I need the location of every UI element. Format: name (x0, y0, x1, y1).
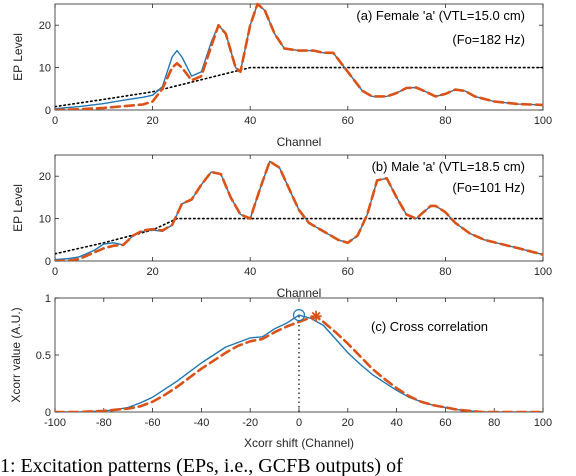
x-tick-label: -40 (193, 417, 209, 429)
x-tick-label: 40 (244, 266, 256, 278)
y-axis-label: Xcorr value (A.U.) (9, 307, 23, 402)
x-tick-label: 100 (534, 266, 552, 278)
x-tick-label: -20 (242, 417, 258, 429)
x-tick-label: 0 (296, 417, 302, 429)
y-tick-label: 10 (39, 63, 51, 75)
panel-b: 0 20 40 60 80 100 0 10 20 Channel EP Level (b) Male… (11, 154, 552, 300)
panel-c: -100 -80 -60 -40 -20 0 20 40 60 80 100 0 0.5 1 Xcorr s… (9, 293, 552, 450)
y-tick-label: 0 (45, 407, 51, 419)
axes-frame (54, 3, 544, 111)
panel-annotation: (c) Cross correlation (371, 319, 488, 334)
series-line-orange-dashed (55, 160, 543, 261)
panel-a: 0 20 40 60 80 100 0 10 20 Channel EP Level (a) Fema… (11, 2, 552, 149)
x-tick-label: 80 (439, 266, 451, 278)
x-tick-label: 40 (390, 417, 402, 429)
y-axis-label: EP Level (11, 33, 25, 81)
panel-annotation: (Fo=182 Hz) (452, 32, 525, 47)
x-tick-label: 60 (342, 266, 354, 278)
y-axis-label: EP Level (11, 184, 25, 232)
y-tick-label: 20 (39, 171, 51, 183)
x-tick-label: 40 (244, 115, 256, 127)
x-tick-label: 80 (439, 115, 451, 127)
asterisk-stroke (311, 311, 321, 321)
x-tick-label: 0 (52, 266, 58, 278)
x-tick-label: 100 (534, 417, 552, 429)
y-tick-label: 0 (45, 105, 51, 117)
x-axis-label: Xcorr shift (Channel) (244, 436, 354, 450)
panel-annotation: (Fo=101 Hz) (452, 180, 525, 195)
series-line-dotted (55, 217, 543, 255)
peak-asterisk-marker (310, 310, 322, 322)
series-line-orange-dashed (55, 2, 543, 110)
x-tick-label: 100 (534, 115, 552, 127)
panel-annotation: (b) Male 'a' (VTL=18.5 cm) (372, 159, 525, 174)
x-tick-label: 20 (146, 115, 158, 127)
x-tick-label: 60 (342, 115, 354, 127)
axes-frame (54, 154, 544, 262)
panel-annotation: (a) Female 'a' (VTL=15.0 cm) (356, 8, 525, 23)
peak-circle-marker (292, 309, 306, 322)
y-tick-label: 10 (39, 214, 51, 226)
x-tick-label: -80 (96, 417, 112, 429)
series-line-dotted (55, 66, 543, 108)
figure-caption: 1: Excitation patterns (EPs, i.e., GCFB … (0, 455, 403, 476)
y-tick-label: 0 (45, 256, 51, 268)
x-tick-label: 60 (439, 417, 451, 429)
x-tick-label: 80 (488, 417, 500, 429)
series-line-orange-dashed (55, 314, 543, 412)
x-tick-label: 0 (52, 115, 58, 127)
x-tick-label: -100 (44, 417, 66, 429)
y-tick-label: 20 (39, 20, 51, 32)
x-tick-label: -60 (145, 417, 161, 429)
x-tick-label: 20 (146, 266, 158, 278)
x-axis-label: Channel (277, 135, 322, 149)
x-axis-label: Channel (277, 286, 322, 300)
y-tick-label: 1 (45, 293, 51, 305)
series-line-blue (55, 314, 543, 412)
x-tick-label: 20 (342, 417, 354, 429)
y-tick-label: 0.5 (36, 350, 51, 362)
